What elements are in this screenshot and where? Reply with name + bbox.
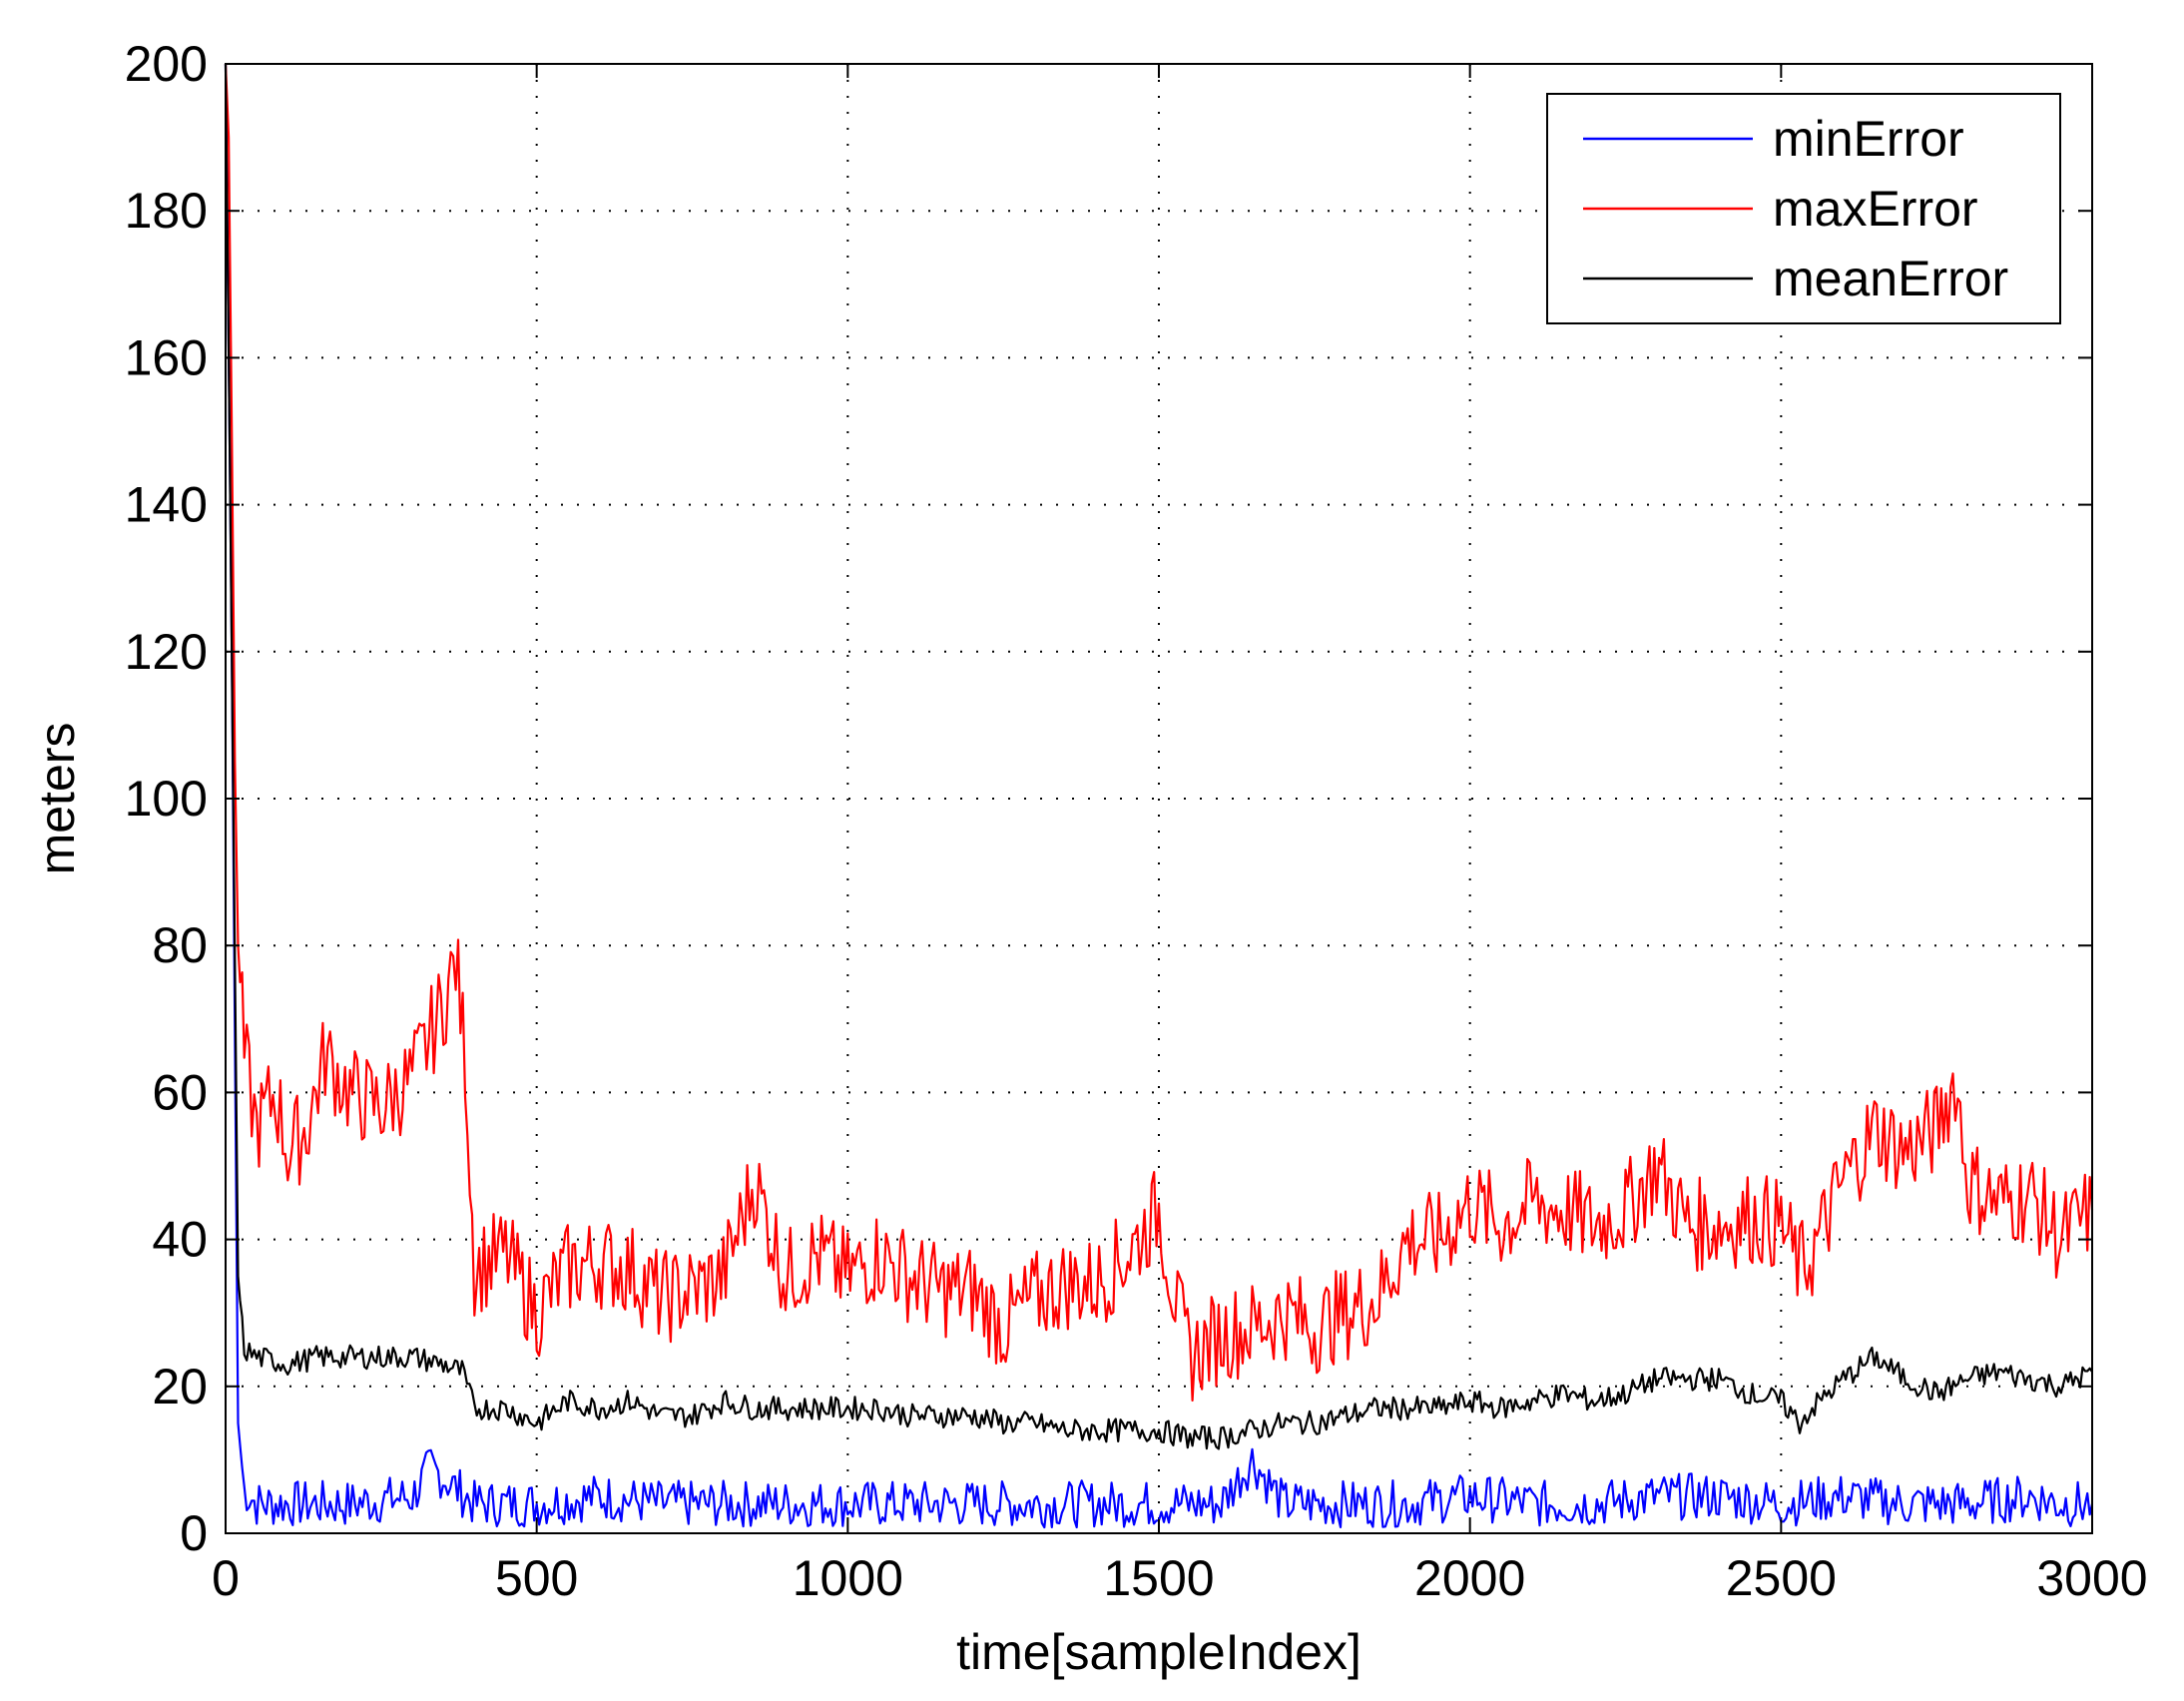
x-tick-label: 500 <box>495 1550 578 1606</box>
legend-label-meanError: meanError <box>1773 251 2008 306</box>
series-line-maxError <box>224 63 2094 1403</box>
x-tick-label: 3000 <box>2036 1550 2147 1606</box>
series-line-meanError <box>224 63 2093 1450</box>
y-tick-label: 140 <box>125 477 208 533</box>
y-tick-label: 160 <box>125 329 208 385</box>
y-tick-label: 180 <box>125 183 208 239</box>
x-tick-label: 2500 <box>1726 1550 1837 1606</box>
y-tick-label: 200 <box>125 36 208 92</box>
x-axis-label: time[sampleIndex] <box>956 1624 1362 1680</box>
y-tick-label: 120 <box>125 624 208 680</box>
y-tick-label: 0 <box>180 1505 208 1561</box>
x-tick-label: 1500 <box>1103 1550 1214 1606</box>
y-axis-label: meters <box>29 723 85 875</box>
axis-ticks: 0 500 1000 1500 2000 2500 3000 0 20 40 60 80 100 120 1… <box>125 36 2148 1606</box>
y-tick-label: 20 <box>152 1359 208 1415</box>
x-tick-label: 2000 <box>1414 1550 1525 1606</box>
legend: minError maxError meanError <box>1546 93 2061 324</box>
legend-label-maxError: maxError <box>1773 181 1978 237</box>
x-tick-label: 1000 <box>793 1550 903 1606</box>
y-tick-label: 100 <box>125 771 208 827</box>
y-tick-label: 80 <box>152 917 208 973</box>
grid-lines <box>226 64 2092 1533</box>
legend-label-minError: minError <box>1773 111 1964 167</box>
y-tick-label: 40 <box>152 1212 208 1268</box>
x-tick-label: 0 <box>212 1550 240 1606</box>
y-tick-label: 60 <box>152 1064 208 1120</box>
